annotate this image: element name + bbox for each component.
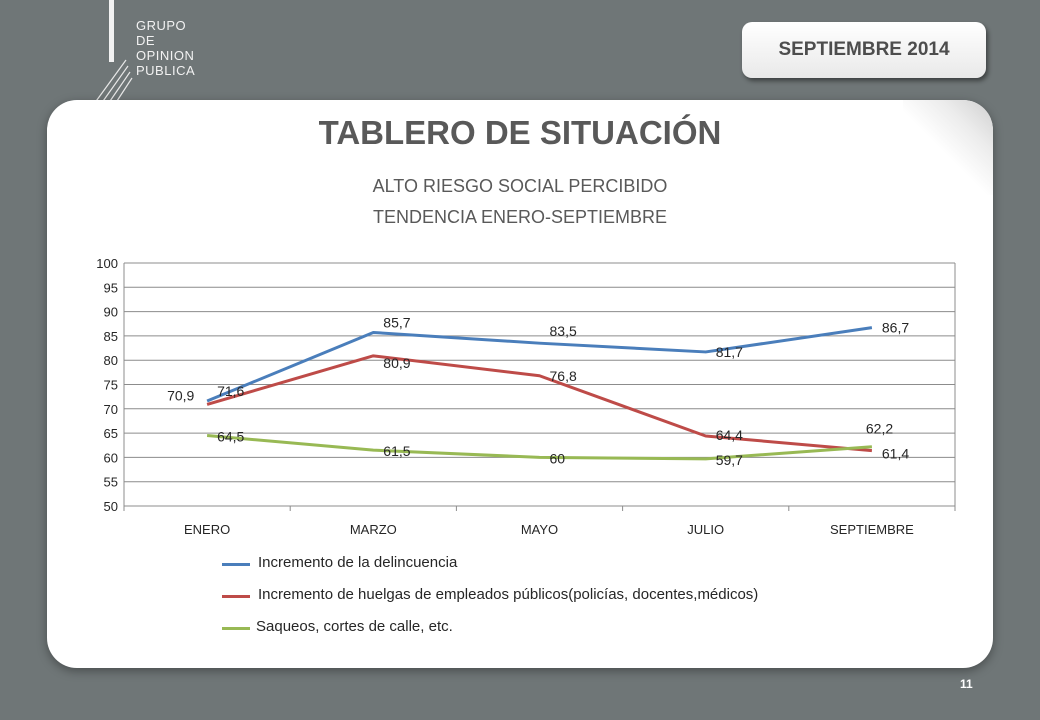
y-tick-label: 65 — [104, 426, 118, 441]
chart-subtitle-2: TENDENCIA ENERO-SEPTIEMBRE — [372, 207, 668, 227]
data-label-saqueos: 64,5 — [217, 429, 244, 445]
data-label-saqueos: 62,2 — [866, 421, 893, 437]
y-tick-label: 80 — [104, 353, 118, 368]
y-tick-label: 100 — [96, 256, 118, 271]
y-tick-label: 85 — [104, 329, 118, 344]
data-label-saqueos: 61,5 — [383, 443, 410, 459]
logo-text-line-2: DE — [136, 33, 156, 48]
data-label-saqueos: 59,7 — [716, 452, 743, 468]
legend-swatch-delincuencia — [222, 563, 250, 566]
x-tick-label: JULIO — [687, 522, 724, 537]
y-tick-label: 60 — [104, 450, 118, 465]
x-tick-label: MAYO — [521, 522, 558, 537]
data-label-huelgas: 61,4 — [882, 446, 909, 462]
logo-text-line-3: OPINION — [136, 48, 195, 63]
series-line-saqueos — [206, 434, 873, 461]
data-label-delincuencia: 71,6 — [217, 383, 244, 399]
page-number: 11 — [960, 677, 973, 691]
series-line-huelgas — [206, 354, 873, 453]
data-label-huelgas: 64,4 — [716, 427, 743, 443]
logo-text-line-1: GRUPO — [136, 18, 187, 33]
page-title: TABLERO DE SITUACIÓN — [318, 114, 722, 151]
y-tick-label: 55 — [104, 475, 118, 490]
legend-label-saqueos: Saqueos, cortes de calle, etc. — [256, 618, 453, 635]
data-label-delincuencia: 81,7 — [716, 344, 743, 360]
y-tick-label: 95 — [104, 280, 118, 295]
x-tick-label: MARZO — [350, 522, 397, 537]
logo-text-line-4: PUBLICA — [136, 63, 196, 78]
x-tick-label: SEPTIEMBRE — [830, 522, 914, 537]
legend-swatch-huelgas — [222, 595, 250, 598]
x-tick-label: ENERO — [184, 522, 230, 537]
logo-mark-icon — [93, 0, 133, 105]
legend-swatch-saqueos — [222, 627, 250, 630]
date-badge: SEPTIEMBRE 2014 — [742, 22, 986, 78]
data-label-delincuencia: 86,7 — [882, 320, 909, 336]
data-label-delincuencia: 83,5 — [550, 323, 577, 339]
legend-label-delincuencia: Incremento de la delincuencia — [258, 554, 458, 571]
data-label-delincuencia: 85,7 — [383, 314, 410, 330]
series-line-delincuencia — [206, 326, 873, 403]
data-label-huelgas: 70,9 — [167, 387, 194, 403]
data-label-huelgas: 76,8 — [550, 368, 577, 384]
y-tick-label: 70 — [104, 402, 118, 417]
y-tick-label: 50 — [104, 499, 118, 514]
data-label-huelgas: 80,9 — [383, 355, 410, 371]
y-tick-label: 90 — [104, 305, 118, 320]
data-label-saqueos: 60 — [550, 450, 566, 466]
y-tick-label: 75 — [104, 378, 118, 393]
grupo-opinion-publica-logo — [88, 0, 228, 110]
legend-label-huelgas: Incremento de huelgas de empleados públi… — [258, 586, 759, 603]
page-curl-decoration — [903, 100, 993, 195]
chart-subtitle-1: ALTO RIESGO SOCIAL PERCIBIDO — [372, 176, 668, 196]
